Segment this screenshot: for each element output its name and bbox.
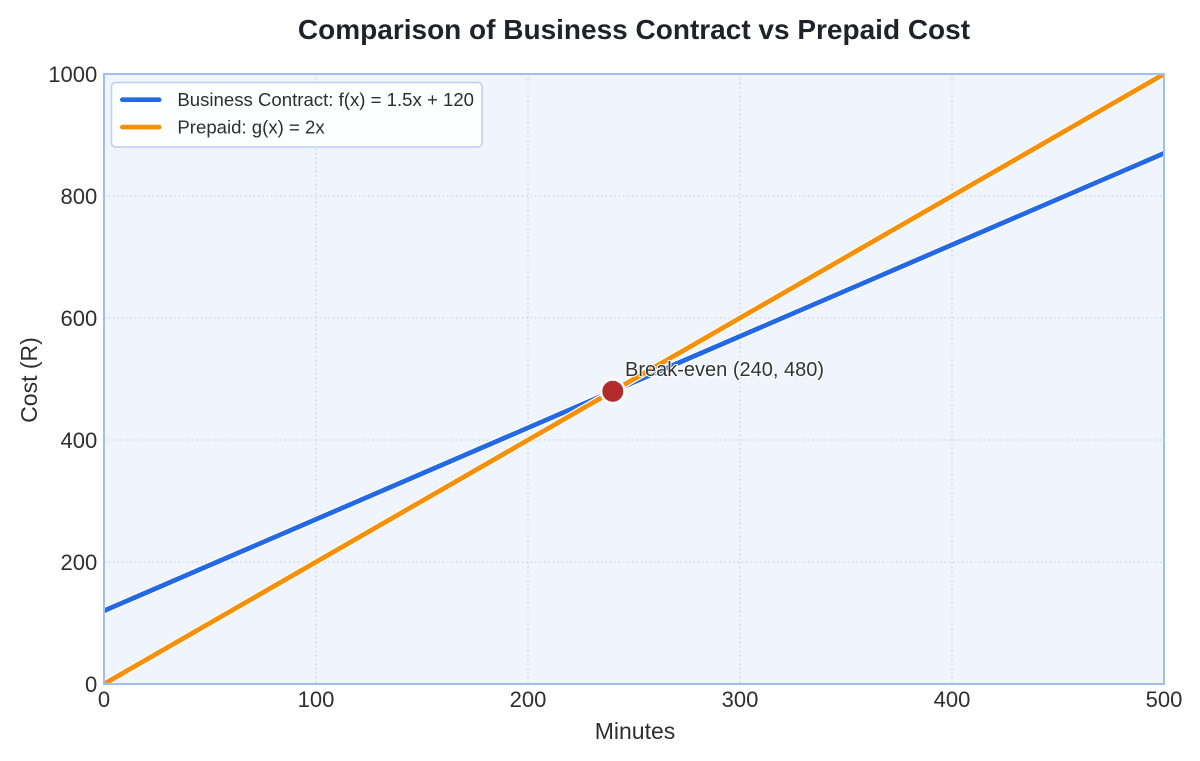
svg-text:Minutes: Minutes — [595, 718, 676, 744]
svg-text:Prepaid: g(x) = 2x: Prepaid: g(x) = 2x — [177, 117, 325, 138]
svg-text:800: 800 — [60, 184, 97, 209]
svg-text:Business Contract: f(x) = 1.5x: Business Contract: f(x) = 1.5x + 120 — [177, 89, 474, 110]
svg-text:200: 200 — [60, 550, 97, 575]
svg-text:400: 400 — [934, 687, 971, 712]
svg-text:0: 0 — [85, 672, 97, 697]
svg-text:500: 500 — [1146, 687, 1183, 712]
svg-text:100: 100 — [298, 687, 335, 712]
svg-text:400: 400 — [60, 428, 97, 453]
svg-text:Comparison of Business Contrac: Comparison of Business Contract vs Prepa… — [298, 14, 970, 45]
svg-text:Cost (R): Cost (R) — [16, 337, 42, 423]
svg-text:300: 300 — [722, 687, 759, 712]
svg-text:0: 0 — [98, 687, 110, 712]
svg-text:1000: 1000 — [48, 62, 97, 87]
svg-text:600: 600 — [60, 306, 97, 331]
svg-text:Break-even (240, 480): Break-even (240, 480) — [625, 359, 824, 381]
svg-text:200: 200 — [510, 687, 547, 712]
